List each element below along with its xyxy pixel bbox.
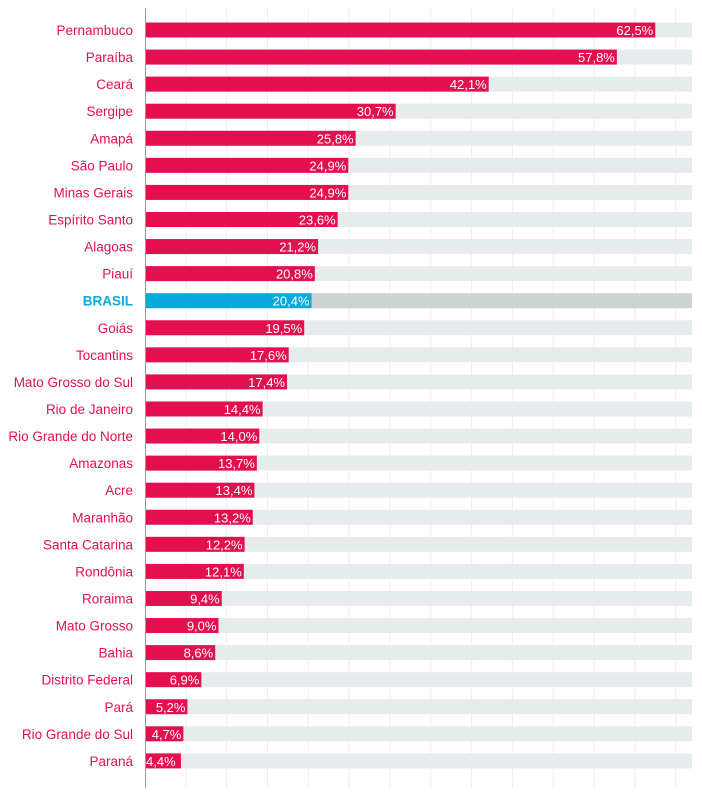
category-label: Pernambuco (56, 23, 133, 38)
category-label: Rio Grande do Norte (8, 429, 133, 444)
value-label: 13,2% (214, 510, 251, 525)
category-label: Acre (105, 483, 133, 498)
bar-track (145, 401, 692, 417)
value-label: 4,7% (152, 727, 182, 742)
value-label: 20,8% (276, 267, 313, 282)
category-label: Distrito Federal (41, 673, 133, 688)
bar-track (145, 753, 692, 769)
value-label: 57,8% (578, 50, 615, 65)
bar (145, 509, 253, 525)
value-label: 23,6% (299, 212, 336, 227)
category-label: BRASIL (83, 294, 133, 309)
value-label: 13,4% (216, 483, 253, 498)
bar (145, 130, 356, 146)
bar (145, 49, 617, 65)
bar (145, 618, 219, 634)
value-label: 5,2% (156, 700, 186, 715)
value-label: 17,4% (248, 375, 285, 390)
bar-track (145, 509, 692, 525)
bar (145, 726, 184, 742)
value-label: 62,5% (616, 23, 653, 38)
value-label: 24,9% (309, 185, 346, 200)
bar (145, 266, 315, 282)
value-label: 20,4% (273, 294, 310, 309)
category-label: Paraíba (86, 50, 134, 65)
value-label: 13,7% (218, 456, 255, 471)
value-label: 21,2% (279, 240, 316, 255)
bar (145, 672, 202, 688)
category-label: Espírito Santo (48, 212, 133, 227)
bar-track (145, 699, 692, 715)
value-label: 14,4% (224, 402, 261, 417)
category-label: Bahia (98, 646, 133, 661)
category-label: Mato Grosso do Sul (14, 375, 133, 390)
category-label: Pará (104, 700, 133, 715)
value-label: 9,0% (187, 619, 217, 634)
category-label: Minas Gerais (53, 185, 133, 200)
bar-track (145, 482, 692, 498)
category-label: Amapá (90, 131, 133, 146)
bar (145, 401, 263, 417)
value-label: 24,9% (309, 158, 346, 173)
category-label: Mato Grosso (56, 619, 133, 634)
bar (145, 76, 489, 92)
category-label: Rio de Janeiro (46, 402, 133, 417)
value-label: 14,0% (220, 429, 257, 444)
category-label: Santa Catarina (43, 537, 134, 552)
value-label: 4,4% (146, 754, 176, 769)
category-label: Tocantins (76, 348, 133, 363)
bar (145, 536, 245, 552)
bar (145, 753, 181, 769)
value-label: 12,1% (205, 564, 242, 579)
category-label: Rondônia (75, 564, 133, 579)
bar-track (145, 590, 692, 606)
bar (145, 645, 216, 661)
category-label: Maranhão (72, 510, 133, 525)
bar-track (145, 672, 692, 688)
bar (145, 320, 305, 336)
category-label: Ceará (96, 77, 133, 92)
value-label: 17,6% (250, 348, 287, 363)
value-label: 12,2% (206, 537, 243, 552)
category-label: Alagoas (84, 240, 133, 255)
value-label: 25,8% (317, 131, 354, 146)
category-label: Amazonas (69, 456, 133, 471)
bar (145, 428, 260, 444)
category-label: Rio Grande do Sul (22, 727, 133, 742)
value-label: 42,1% (450, 77, 487, 92)
value-label: 30,7% (357, 104, 394, 119)
bar-track (145, 563, 692, 579)
value-label: 8,6% (184, 646, 214, 661)
bar-track (145, 645, 692, 661)
bar (145, 22, 656, 38)
bar (145, 293, 312, 309)
bar-track (145, 455, 692, 471)
bar (145, 347, 289, 363)
category-label: São Paulo (71, 158, 133, 173)
bar (145, 563, 244, 579)
value-label: 9,4% (190, 591, 220, 606)
category-label: Piauí (102, 267, 133, 282)
category-label: Goiás (98, 321, 134, 336)
bar-track (145, 536, 692, 552)
category-label: Paraná (89, 754, 133, 769)
bar-track (145, 428, 692, 444)
bar (145, 103, 396, 119)
category-label: Sergipe (86, 104, 133, 119)
bar (145, 482, 255, 498)
bar (145, 590, 222, 606)
bar (145, 184, 349, 200)
bar-track (145, 618, 692, 634)
bar-track (145, 726, 692, 742)
value-label: 19,5% (265, 321, 302, 336)
category-label: Roraima (82, 591, 134, 606)
bar (145, 699, 188, 715)
bar (145, 239, 319, 255)
value-label: 6,9% (170, 673, 200, 688)
bar (145, 211, 338, 227)
bar (145, 374, 288, 390)
bar (145, 157, 349, 173)
bar (145, 455, 257, 471)
